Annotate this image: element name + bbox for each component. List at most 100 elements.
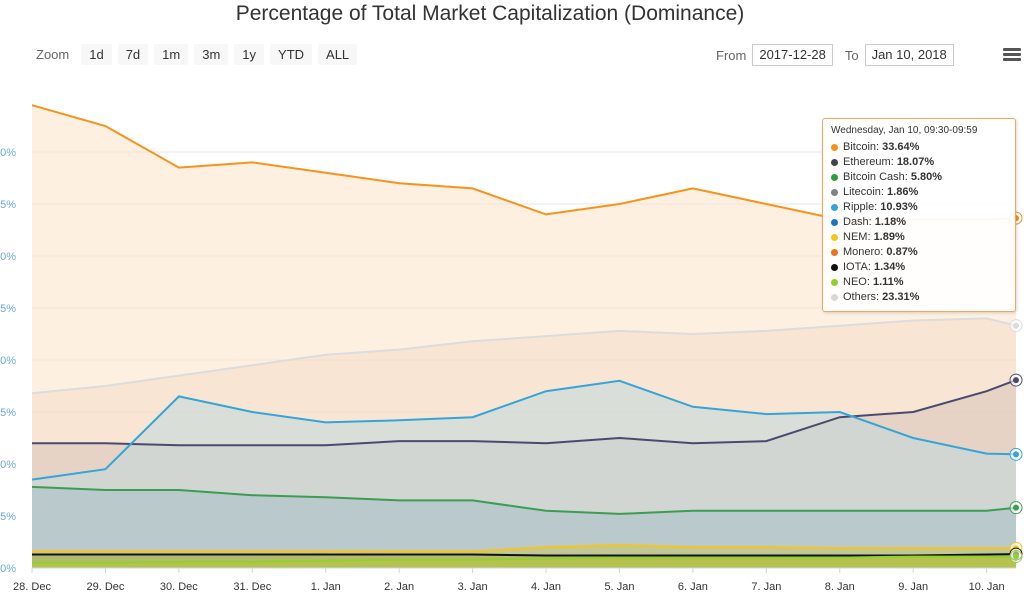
tooltip-series-value: 0.87% [886,246,918,258]
tooltip-row-bitcoin: Bitcoin: 33.64% [831,140,1007,155]
tooltip-row-ripple: Ripple: 10.93% [831,200,1007,215]
y-tick-label: 30% [0,251,16,263]
y-tick-label: 10% [0,459,16,471]
x-tick-label: 7. Jan [751,581,781,593]
tooltip-series-name: NEM: [843,231,874,243]
line-nem [32,544,1017,553]
tooltip-row-bitcoin-cash: Bitcoin Cash: 5.80% [831,170,1007,185]
legend-dot-icon [831,218,838,226]
zoom-1m-button[interactable]: 1m [154,44,189,65]
x-tick-label: 1. Jan [311,581,341,593]
zoom-1d-button[interactable]: 1d [81,44,112,65]
tooltip-series-value: 23.31% [882,291,920,303]
tooltip-series-value: 1.18% [874,216,906,228]
tooltip-series-name: Dash: [843,216,875,228]
tooltip-series-name: Bitcoin: [843,141,883,153]
date-range: From 2017-12-28 To Jan 10, 2018 [716,44,966,66]
y-tick-label: 25% [0,303,16,315]
zoom-3m-button[interactable]: 3m [194,44,229,65]
area-neo [32,556,1016,568]
zoom-7d-button[interactable]: 7d [117,44,149,65]
tooltip-series-name: Monero: [843,246,887,258]
tooltip-series-name: Ethereum: [843,156,897,168]
line-others [31,317,1017,395]
x-axis-labels: 28. Dec 29. Dec 30. Dec 31. Dec 1. Jan 2. Jan… [13,567,1016,593]
legend-dot-icon [831,248,838,256]
tooltip-series-name: IOTA: [843,261,874,273]
tooltip-row-others: Others: 23.31% [831,290,1007,305]
to-date-input[interactable]: Jan 10, 2018 [864,44,954,66]
tooltip-row-dash: Dash: 1.18% [831,215,1007,230]
legend-dot-icon [831,293,838,301]
marker-dot-bitcoin-cash [1013,504,1019,511]
y-tick-label: 15% [0,407,16,419]
line-bitcoin-cash [31,485,1017,515]
zoom-1y-button[interactable]: 1y [234,44,265,65]
tooltip-series-name: Litecoin: [843,186,888,198]
tooltip-row-nem: NEM: 1.89% [831,230,1007,245]
tooltip-row-ethereum: Ethereum: 18.07% [831,155,1007,170]
marker-dot-ripple [1013,451,1019,458]
tooltip-series-value: 18.07% [896,156,935,168]
tooltip-series-value: 1.86% [887,186,919,198]
x-tick-label: 3. Jan [458,581,488,593]
tooltip: Wednesday, Jan 10, 09:30-09:59 Bitcoin: … [822,118,1016,312]
legend-dot-icon [831,158,838,166]
zoom-all-button[interactable]: ALL [318,44,358,65]
tooltip-series-name: Others: [843,291,883,303]
tooltip-row-litecoin: Litecoin: 1.86% [831,185,1007,200]
tooltip-series-value: 33.64% [882,141,920,153]
y-tick-label: 35% [0,199,16,211]
y-tick-label: 0% [0,563,16,575]
marker-dot-ethereum [1013,377,1019,384]
tooltip-row-iota: IOTA: 1.34% [831,260,1007,275]
x-tick-label: 10. Jan [969,581,1005,593]
zoom-ytd-button[interactable]: YTD [270,44,313,65]
marker-dot-neo [1013,553,1019,560]
to-label: To [844,47,859,63]
from-label: From [716,47,747,63]
zoom-toolbar: Zoom 1d 7d 1m 3m 1y YTD ALL [36,44,358,65]
from-date-input[interactable]: 2017-12-28 [752,44,833,66]
x-tick-label: 4. Jan [531,581,561,593]
y-tick-label: 40% [0,147,16,159]
legend-dot-icon [831,278,838,286]
tooltip-series-name: NEO: [843,276,873,288]
x-tick-label: 30. Dec [160,581,198,593]
zoom-label: Zoom [36,47,70,62]
legend-dot-icon [831,203,838,211]
x-tick-label: 28. Dec [13,581,51,593]
legend-dot-icon [831,143,838,151]
x-tick-label: 6. Jan [678,581,708,593]
tooltip-series-value: 5.80% [910,171,943,183]
tooltip-row-monero: Monero: 0.87% [831,245,1007,260]
tooltip-header: Wednesday, Jan 10, 09:30-09:59 [831,125,978,136]
chart-menu-icon[interactable] [1003,48,1021,62]
tooltip-series-name: Ripple: [843,201,881,213]
x-tick-label: 29. Dec [86,581,124,593]
x-tick-label: 9. Jan [898,581,928,593]
line-neo [32,555,1017,564]
series-areas [32,105,1016,568]
y-tick-label: 20% [0,355,16,367]
x-tick-label: 8. Jan [825,581,855,593]
tooltip-series-value: 1.89% [873,231,905,243]
legend-dot-icon [831,188,838,196]
line-iota [32,553,1017,557]
y-axis-labels: 0% 5% 10% 15% 20% 25% 30% 35% 40% [0,147,16,575]
y-tick-label: 5% [0,511,16,523]
tooltip-series-value: 1.11% [872,276,904,288]
line-ripple [31,379,1017,481]
x-tick-label: 2. Jan [384,581,414,593]
legend-dot-icon [831,233,838,241]
x-tick-label: 31. Dec [233,581,271,593]
tooltip-series-value: 10.93% [880,201,918,213]
legend-dot-icon [831,263,838,271]
marker-dot-others [1013,322,1019,329]
tooltip-row-neo: NEO: 1.11% [831,275,1007,290]
legend-dot-icon [831,173,838,181]
tooltip-series-name: Bitcoin Cash: [843,171,911,183]
x-tick-label: 5. Jan [604,581,634,593]
line-ethereum [32,379,1017,447]
